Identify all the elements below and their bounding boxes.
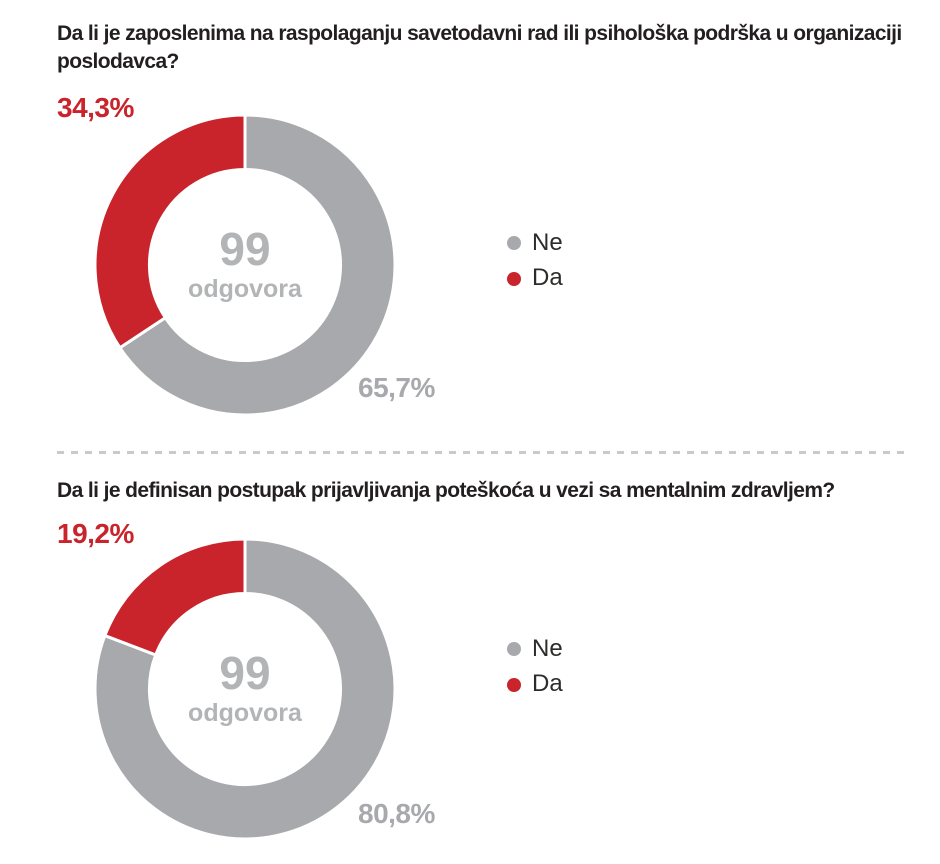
legend: Ne Da [507, 229, 563, 292]
donut-chart: 99 odgovora [92, 112, 398, 418]
donut-slice-ne [118, 113, 397, 417]
legend-item-ne: Ne [507, 635, 563, 662]
donut-chart: 99 odgovora [92, 536, 398, 842]
percentage-label-da: 34,3% [57, 92, 134, 123]
percentage-label-ne: 65,7% [358, 372, 435, 403]
legend-label-da: Da [532, 264, 563, 292]
legend-label-ne: Ne [532, 635, 563, 662]
legend-label-da: Da [532, 670, 563, 698]
legend-item-da: Da [507, 670, 563, 698]
question-title: Da li je definisan postupak prijavljivan… [57, 479, 835, 502]
legend-swatch-da [507, 677, 521, 692]
legend-item-ne: Ne [507, 229, 563, 256]
legend-swatch-ne [507, 236, 521, 251]
legend-item-da: Da [507, 264, 563, 292]
donut-slice-da [103, 537, 247, 657]
donut-slice-ne [93, 537, 397, 841]
question-title: Da li je zaposlenima na raspolaganju sav… [57, 22, 902, 74]
legend-swatch-ne [507, 642, 521, 657]
percentage-label-ne: 80,8% [358, 798, 435, 829]
legend-swatch-da [507, 271, 521, 286]
legend: Ne Da [507, 635, 563, 698]
donut-slice-da [93, 113, 247, 350]
legend-label-ne: Ne [532, 229, 563, 256]
dashed-divider [57, 451, 907, 454]
percentage-label-da: 19,2% [57, 518, 134, 549]
